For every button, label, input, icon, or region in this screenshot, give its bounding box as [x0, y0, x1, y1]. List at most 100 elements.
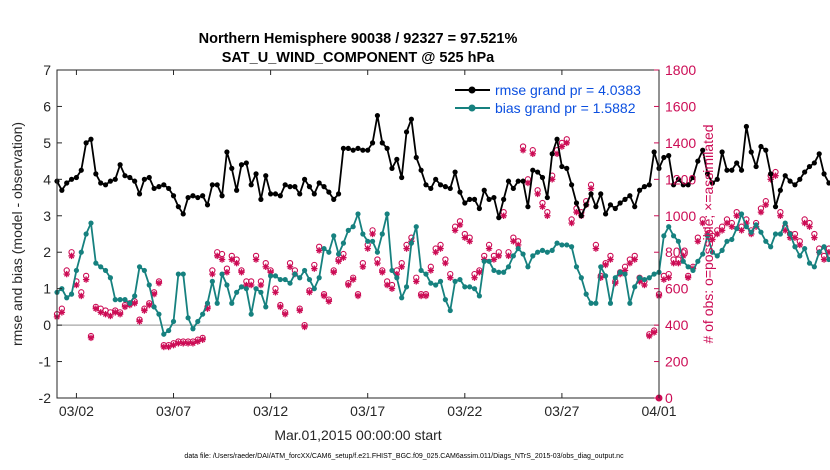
y-right-tick-label: 1000	[665, 208, 696, 224]
bias-point	[360, 231, 366, 237]
obs-possible-marker	[650, 327, 658, 334]
rmse-point	[666, 153, 672, 159]
rmse-point	[515, 178, 521, 184]
rmse-point	[554, 136, 560, 142]
bias-point	[578, 275, 584, 281]
bias-point	[73, 267, 80, 274]
rmse-point	[399, 174, 405, 181]
y-right-tick-label: 1200	[665, 171, 696, 187]
obs-possible-marker	[320, 290, 328, 298]
obs-possible-marker	[301, 321, 308, 329]
bias-point	[447, 307, 453, 314]
bias-point	[714, 253, 720, 259]
rmse-point	[253, 171, 259, 177]
bias-point	[457, 276, 463, 283]
bias-point	[787, 231, 793, 237]
bias-point	[491, 267, 497, 274]
rmse-point	[209, 182, 215, 188]
rmse-point	[627, 193, 633, 199]
bias-point	[559, 242, 565, 248]
bias-point	[136, 264, 143, 270]
x-axis: 03/02 03/07 03/12 03/17 03/22 03/27 04/01	[59, 70, 677, 419]
legend-box	[450, 80, 652, 120]
bias-point	[520, 251, 526, 257]
bias-point	[768, 244, 774, 250]
obs-possible-marker	[223, 265, 231, 272]
rmse-point	[117, 162, 123, 168]
obs-possible-marker	[466, 234, 473, 241]
bias-point	[680, 258, 686, 264]
bias-point	[772, 231, 779, 237]
rmse-point	[340, 145, 347, 151]
rmse-point	[675, 176, 682, 182]
obs-possible-marker	[675, 256, 682, 263]
obs-possible-marker	[563, 136, 570, 143]
obs-possible-marker	[272, 285, 279, 292]
rmse-point	[690, 174, 696, 181]
rmse-point	[646, 182, 652, 188]
bias-point	[734, 225, 740, 232]
rmse-point	[763, 147, 769, 153]
obs-possible-marker	[704, 227, 711, 234]
bias-point	[709, 249, 716, 255]
rmse-point	[78, 167, 84, 173]
rmse-point	[617, 200, 623, 206]
rmse-point	[204, 202, 211, 208]
rmse-point	[452, 169, 458, 175]
rmse-point	[224, 149, 230, 155]
rmse-point	[98, 180, 104, 186]
bias-point	[525, 264, 531, 270]
obs-possible-marker	[209, 267, 216, 274]
bias-point	[321, 245, 327, 252]
y-axis-label-right: # of obs: o=possible; ×=assimilated	[700, 124, 716, 343]
bias-point	[350, 224, 356, 230]
bias-point	[243, 286, 249, 292]
y-tick-label: 7	[43, 62, 51, 78]
obs-possible-marker	[388, 281, 396, 289]
bias-point	[738, 211, 745, 217]
x-tick-label: 03/27	[544, 403, 579, 419]
bias-point	[297, 275, 303, 281]
obs-possible-marker	[796, 238, 803, 245]
rmse-point	[166, 185, 172, 192]
obs-possible-marker	[811, 230, 818, 238]
bias-point	[530, 253, 536, 259]
bias-point	[569, 244, 575, 250]
rmse-point	[180, 211, 186, 217]
rmse-point	[297, 191, 303, 197]
bias-point	[670, 233, 677, 239]
rmse-point	[598, 191, 604, 197]
rmse-point	[238, 162, 245, 168]
bias-point	[369, 238, 376, 244]
rmse-point	[433, 176, 439, 182]
rmse-point	[345, 145, 351, 151]
y-tick-label: 3	[43, 208, 51, 224]
bias-point	[549, 247, 555, 253]
rmse-point	[641, 184, 648, 190]
rmse-point	[734, 160, 740, 166]
obs-possible-marker	[592, 241, 600, 249]
obs-possible-marker	[116, 309, 124, 316]
obs-possible-marker	[286, 260, 294, 267]
rmse-point	[714, 176, 720, 182]
y-right-tick-label: 0	[665, 390, 673, 406]
rmse-point	[724, 167, 730, 173]
rmse-point	[680, 182, 686, 188]
obs-possible-marker	[806, 219, 813, 227]
obs-possible-marker	[442, 256, 449, 263]
rmse-point	[792, 182, 798, 188]
obs-possible-marker	[228, 252, 235, 260]
obs-possible-marker	[87, 332, 95, 340]
rmse-point	[782, 173, 788, 179]
bias-point	[200, 311, 206, 317]
rmse-point	[636, 187, 643, 193]
rmse-point	[535, 169, 541, 175]
bias-point	[442, 297, 448, 303]
obs-possible-marker	[490, 252, 498, 260]
bias-point	[602, 273, 609, 279]
rmse-point	[185, 194, 191, 201]
obs-possible-marker	[136, 316, 143, 323]
bias-point	[374, 249, 381, 255]
bias-point	[510, 253, 516, 259]
